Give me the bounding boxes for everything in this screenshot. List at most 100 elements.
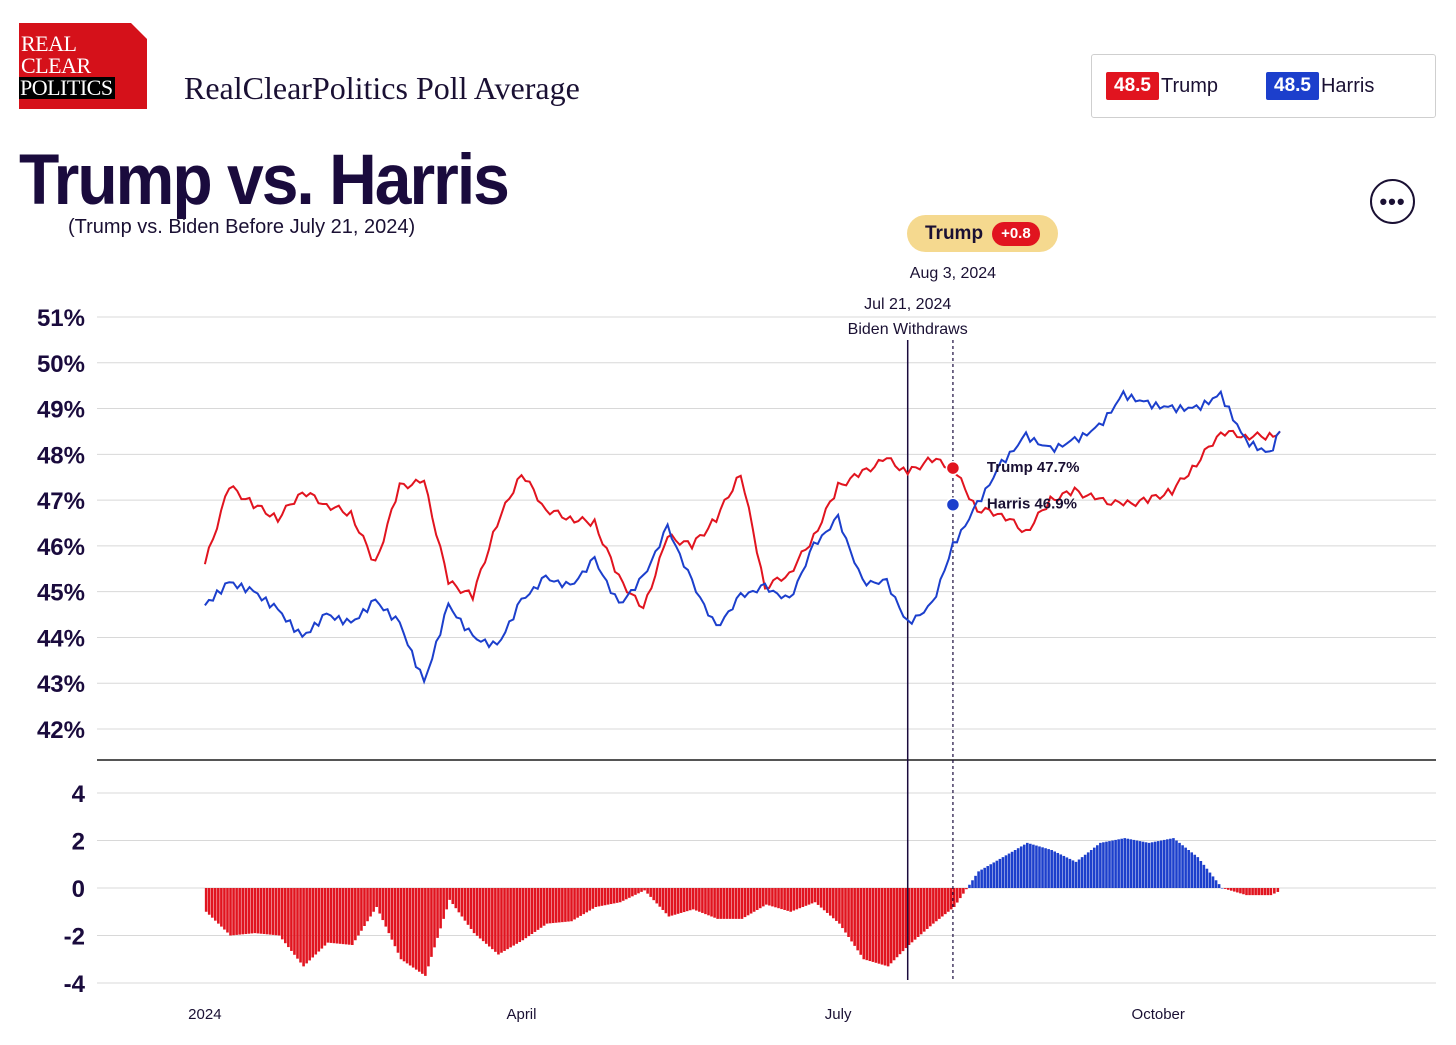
spread-bar [1077, 859, 1081, 888]
spread-bar [783, 888, 786, 910]
spread-bar [1199, 860, 1203, 888]
spread-bar [603, 888, 607, 906]
spread-bar [628, 888, 631, 898]
legend-name-trump: Trump [1160, 74, 1219, 97]
spread-bar [1135, 840, 1139, 888]
spread-bar [585, 888, 589, 913]
spread-bar [835, 888, 838, 921]
spread-bar [524, 888, 528, 939]
more-options-button[interactable]: ••• [1370, 179, 1415, 224]
spread-bar [491, 888, 494, 950]
spread-bar [716, 888, 719, 919]
spread-bar [250, 888, 254, 934]
spread-bar [1022, 844, 1026, 888]
spread-bar [554, 888, 558, 923]
spread-bar [1242, 888, 1245, 895]
spread-bar [475, 888, 479, 936]
spread-bar [384, 888, 388, 927]
spread-bar [856, 888, 859, 951]
spread-bar [1044, 848, 1047, 888]
spread-bar [387, 888, 391, 934]
y-tick-label: 44% [37, 625, 85, 652]
spread-bar [259, 888, 263, 934]
spread-bar [877, 888, 881, 964]
spread-bar [1159, 840, 1163, 888]
spread-bar [381, 888, 385, 921]
spread-bar [621, 888, 625, 901]
spread-bar [545, 888, 549, 924]
spread-bar [804, 888, 808, 906]
spread-bar [786, 888, 789, 911]
spread-bar [1074, 861, 1078, 888]
legend-item-trump: 48.5 Trump [1106, 72, 1218, 100]
spread-bar [825, 888, 829, 913]
spread-bar [880, 888, 884, 965]
spread-bar [588, 888, 592, 911]
spread-bar [886, 888, 890, 967]
spread-badge: Trump +0.8 [907, 215, 1058, 252]
spread-tick-label: -4 [64, 971, 86, 998]
spread-bar [774, 888, 777, 908]
spread-bar [542, 888, 546, 926]
spread-bar [838, 888, 841, 924]
spread-bar [673, 888, 677, 915]
spread-bar [643, 888, 646, 891]
x-tick-label: October [1132, 1006, 1185, 1023]
spread-bar [399, 888, 403, 960]
spread-bar [637, 888, 640, 894]
spread-bar [822, 888, 826, 911]
spread-bar [262, 888, 266, 935]
spread-bar [1245, 888, 1248, 896]
spread-bar [402, 888, 406, 962]
spread-bar [1138, 841, 1142, 888]
spread-value: +0.8 [992, 221, 1040, 246]
spread-bar [1205, 868, 1209, 888]
spread-bar [548, 888, 552, 924]
spread-bar [217, 888, 220, 924]
spread-bar [527, 888, 531, 937]
spread-bar [661, 888, 665, 910]
spread-bar [752, 888, 756, 912]
y-tick-label: 42% [37, 717, 85, 744]
spread-bar [1108, 841, 1111, 888]
spread-bar [311, 888, 315, 958]
x-tick-label: April [506, 1006, 536, 1023]
spread-bar [296, 888, 299, 959]
spread-bar [710, 888, 713, 917]
spread-bar [737, 888, 741, 919]
spread-bar [925, 888, 929, 929]
spread-bar [323, 888, 327, 946]
rcp-logo[interactable]: REAL CLEAR POLITICS [19, 23, 147, 109]
spread-bar [241, 888, 244, 935]
spread-bar [1193, 854, 1197, 888]
spread-bar [962, 888, 965, 894]
spread-bar [1086, 852, 1090, 888]
spread-bar [494, 888, 497, 952]
spread-bar [743, 888, 747, 918]
spread-bar [1041, 847, 1044, 888]
spread-bar [338, 888, 342, 944]
legend-name-harris: Harris [1320, 74, 1375, 97]
spread-bar [974, 875, 977, 888]
spread-bar [1187, 850, 1190, 888]
spread-bar [1144, 842, 1148, 888]
spread-bar [625, 888, 628, 900]
spread-bar [1223, 888, 1227, 889]
series-line-trump [203, 429, 1281, 610]
spread-bar [515, 888, 518, 944]
spread-bar [1053, 851, 1057, 888]
spread-bar [1035, 845, 1038, 888]
spread-bar [597, 888, 601, 907]
y-tick-label: 43% [37, 671, 85, 698]
spread-bar [463, 888, 467, 921]
spread-bar [277, 888, 281, 936]
spread-bar [1184, 847, 1187, 888]
spread-bar [436, 888, 439, 938]
spread-bar [530, 888, 534, 935]
spread-bar [798, 888, 802, 909]
spread-bar [378, 888, 381, 914]
spread-bar [1132, 839, 1136, 888]
chart-title: Trump vs. Harris [19, 139, 510, 219]
spread-bar [765, 888, 768, 905]
